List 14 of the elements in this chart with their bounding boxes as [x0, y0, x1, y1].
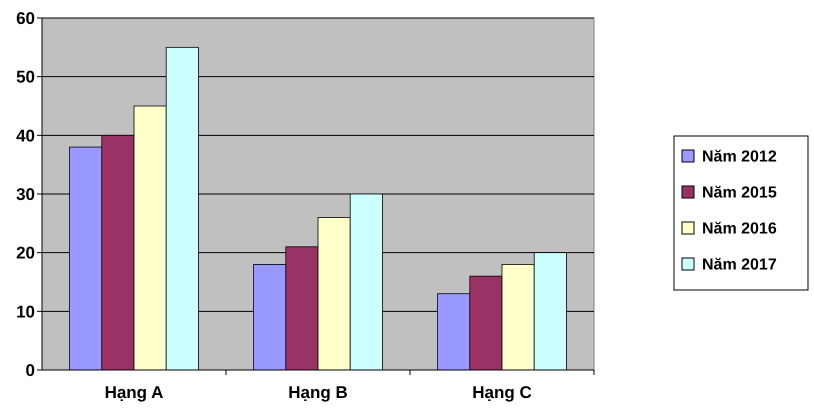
- x-tick-label: Hạng C: [472, 383, 532, 402]
- x-tick-label: Hạng B: [288, 383, 348, 402]
- y-tick-label: 40: [16, 126, 35, 146]
- y-tick-label: 30: [16, 184, 35, 204]
- y-tick-label: 10: [16, 302, 35, 322]
- legend-label: Năm 2016: [702, 220, 777, 238]
- legend-label: Năm 2017: [702, 256, 777, 274]
- x-tick-label: Hạng A: [104, 383, 164, 402]
- y-tick-label: 20: [16, 244, 35, 263]
- y-tick-label: 0: [26, 360, 35, 380]
- y-tick-label: 60: [16, 8, 35, 28]
- legend-label: Năm 2012: [702, 148, 777, 166]
- y-tick-label: 50: [16, 68, 35, 87]
- legend-label: Năm 2015: [702, 184, 777, 202]
